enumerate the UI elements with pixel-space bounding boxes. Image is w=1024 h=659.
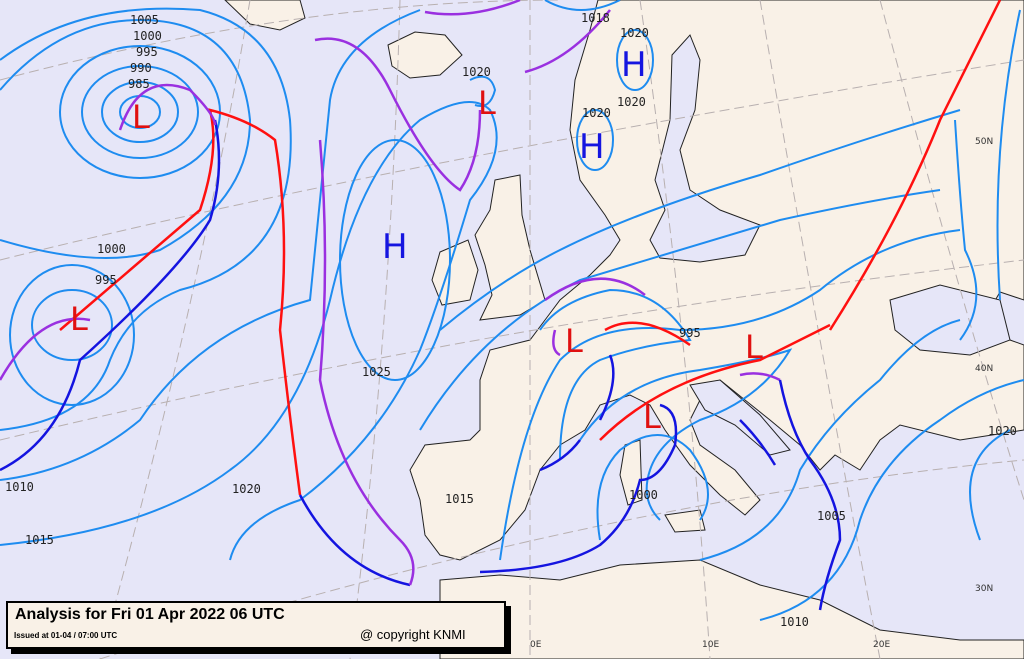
adriatic-sea [689,379,791,456]
isobar-label: 1020 [620,26,649,40]
latitude-label: 40N [975,364,993,374]
cold-front-atlantic [0,119,221,472]
high-symbol: H [382,227,408,267]
analysis-title: Analysis for Fri 01 Apr 2022 06 UTC [15,606,285,623]
isobar-label: 1020 [232,482,261,496]
warm-front-atlantic [59,108,302,496]
isobar-label: 1005 [130,13,159,27]
isobar-label: 1005 [817,509,846,523]
longitude-label: 20E [873,640,890,650]
isobar-label: 1000 [629,488,658,502]
occluded-front-atlantic [0,37,482,586]
isobars [0,0,1024,621]
ireland [431,239,479,306]
longitude-label: 10E [702,640,719,650]
copyright: @ copyright KNMI [360,627,466,642]
longitude-label: 0E [530,640,542,650]
issued-time: Issued at 01-04 / 07:00 UTC [14,631,118,640]
north-africa [439,559,1024,659]
baltic-sea [649,34,761,263]
low-symbol: L [565,322,583,360]
isobar-label: 1010 [780,615,809,629]
greenland [224,0,306,31]
map-legend: Analysis for Fri 01 Apr 2022 06 UTC Issu… [6,601,506,649]
low-symbol: L [643,398,661,436]
fronts [0,0,1002,611]
low-symbol: L [745,328,763,366]
isobar-label: 1025 [362,365,391,379]
isobar-label: 1020 [582,106,611,120]
isobar-label: 995 [95,273,117,287]
low-symbol: L [478,84,496,122]
occluded-front-scandinavia [424,0,611,74]
isobar-label: 1015 [25,533,54,547]
great-britain [474,174,546,321]
isobar-label: 1010 [5,480,34,494]
isobar-label: 1020 [988,424,1017,438]
pressure-centers: L L H L H H L L L [70,45,763,436]
isobar-label: 1000 [133,29,162,43]
low-symbol: L [132,98,150,136]
latitude-label: 50N [975,137,993,147]
grid-labels: 50N 40N 30N 0E 10E 20E [530,137,993,650]
isobar-label: 985 [128,77,150,91]
iceland [387,31,463,79]
cold-front-europe [479,354,842,611]
isobar-label: 1015 [445,492,474,506]
isobar-label: 990 [130,61,152,75]
warm-front-europe [599,0,1002,441]
cold-front-iberia [298,494,411,587]
high-symbol: H [579,127,605,167]
low-symbol: L [70,300,88,338]
isobar-labels: 1005 1000 995 990 985 1020 1018 1020 102… [5,11,1017,629]
isobar-label: 1018 [581,11,610,25]
high-symbol: H [621,45,647,85]
occluded-front-europe [544,277,781,382]
isobar-label: 1020 [617,95,646,109]
isobar-label: 1020 [462,65,491,79]
latitude-label: 30N [975,584,993,594]
sicily [664,509,706,533]
isobar-label: 995 [679,326,701,340]
isobar-label: 995 [136,45,158,59]
isobar-label: 1000 [97,242,126,256]
black-sea [889,284,1011,356]
